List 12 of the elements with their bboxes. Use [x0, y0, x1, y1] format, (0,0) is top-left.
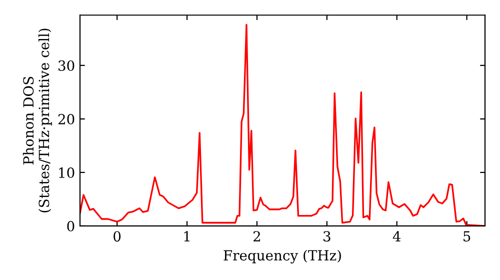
x-tick-label: 5 — [464, 231, 470, 242]
x-tick-label: 3 — [324, 231, 330, 242]
x-tick-label: 0 — [114, 231, 121, 242]
x-axis-title: Frequency (THz) — [224, 250, 341, 264]
y-tick-label: 30 — [58, 60, 74, 71]
y-axis-title: Phonon DOS (States/THz·primitive cell) — [22, 28, 52, 212]
y-tick-label: 10 — [59, 167, 74, 178]
x-tick-label: 2 — [253, 231, 260, 242]
y-tick-label: 20 — [58, 114, 74, 124]
y-tick-label: 0 — [67, 220, 74, 232]
x-tick-label: 1 — [184, 231, 190, 242]
x-tick-label: 4 — [392, 231, 401, 242]
